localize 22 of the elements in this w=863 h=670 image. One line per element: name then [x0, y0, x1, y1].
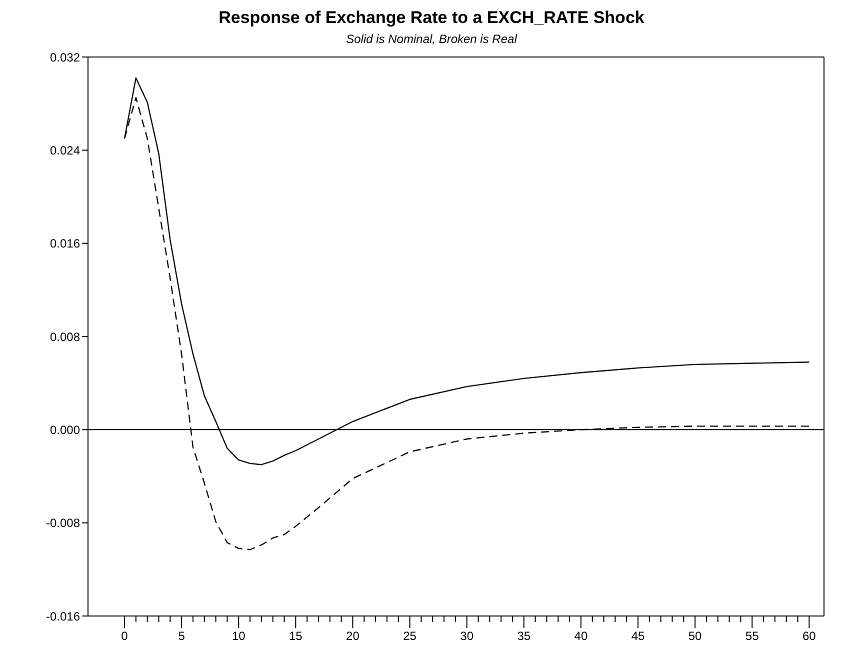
y-tick-label: 0.016: [50, 236, 80, 251]
chart-subtitle: Solid is Nominal, Broken is Real: [345, 32, 518, 46]
y-tick-label: -0.008: [46, 516, 80, 530]
x-tick-label: 15: [289, 629, 303, 643]
x-tick-label: 60: [802, 629, 816, 643]
x-tick-label: 5: [178, 629, 186, 643]
x-tick-label: 20: [346, 629, 360, 643]
chart-title: Response of Exchange Rate to a EXCH_RATE Shock: [218, 8, 646, 28]
x-tick-label: 50: [688, 629, 702, 643]
y-tick-label: -0.016: [46, 609, 80, 624]
x-tick-label: 30: [460, 629, 474, 643]
x-tick-label: 40: [574, 629, 588, 643]
x-tick-label: 25: [403, 629, 417, 643]
x-tick-label: 10: [232, 629, 246, 643]
y-tick-label: 0.008: [50, 330, 80, 344]
x-tick-label: 0: [121, 629, 128, 643]
x-tick-label: 35: [517, 629, 531, 643]
y-tick-label: 0.000: [50, 422, 80, 437]
y-tick-label: 0.032: [50, 50, 80, 64]
y-tick-label: 0.024: [50, 143, 80, 158]
x-tick-label: 45: [631, 629, 645, 643]
x-tick-label: 55: [745, 629, 760, 643]
